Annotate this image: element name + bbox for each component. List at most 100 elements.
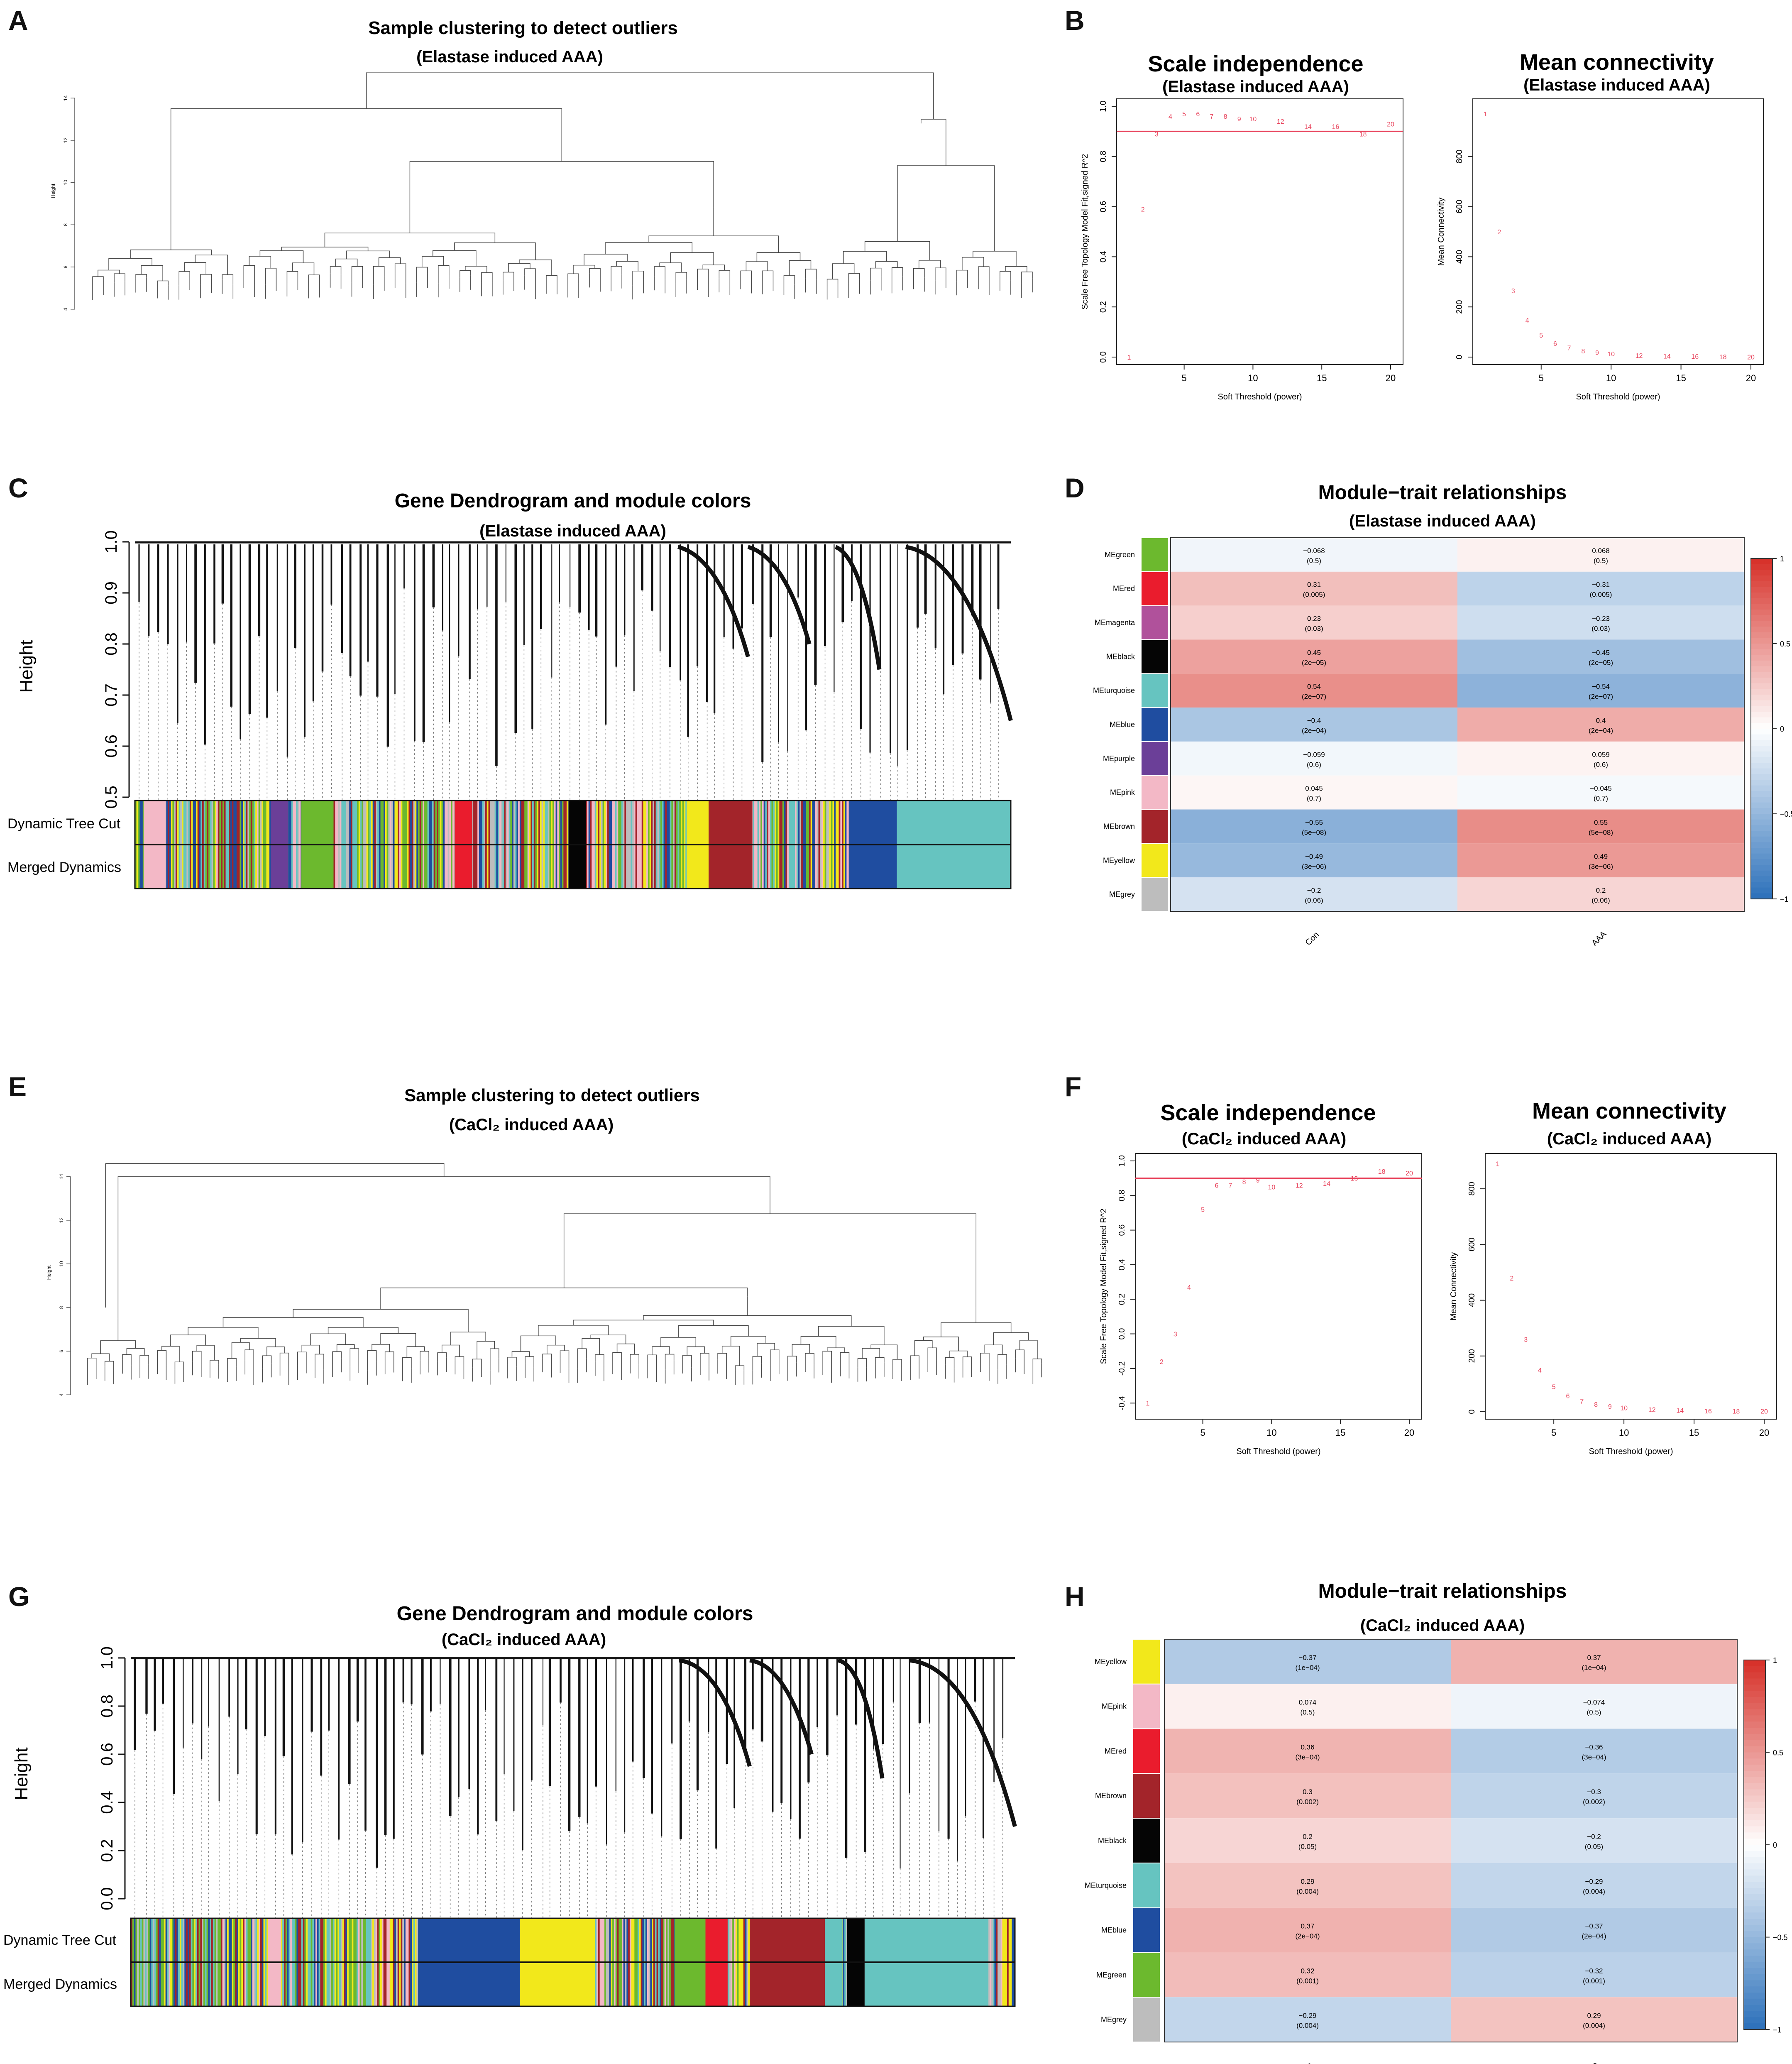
y-axis-label: Scale Free Topology Model Fit,signed R^2 (1081, 154, 1090, 310)
colorbar-step (1744, 1968, 1765, 1975)
heatmap-cell (1457, 809, 1744, 844)
panel-e: Sample clustering to detect outliers (Ca… (46, 1085, 1042, 1396)
merge (520, 1335, 556, 1352)
colorbar-step (1751, 740, 1772, 746)
module-label: MEred (1113, 585, 1135, 593)
colorbar-step (1744, 1980, 1765, 1987)
module-swatch (1142, 776, 1168, 809)
colorbar-step (1744, 1943, 1765, 1950)
colorbar-step (1744, 1919, 1765, 1925)
panel-letter-f: F (1065, 1071, 1081, 1102)
merge (406, 1346, 425, 1358)
merge (507, 1356, 517, 1367)
cell-pvalue: (0.06) (1305, 896, 1323, 904)
dendrogram-cluster (749, 1658, 814, 1755)
cell-value: −0.2 (1587, 1833, 1601, 1841)
y-tick-label: 12 (63, 137, 68, 143)
merge (135, 274, 147, 279)
y-tick-label: 10 (59, 1261, 64, 1267)
data-point: 4 (1526, 317, 1529, 324)
data-point: 5 (1552, 1384, 1556, 1391)
heatmap-cell (1451, 1907, 1737, 1953)
cell-pvalue: (0.05) (1585, 1843, 1603, 1851)
y-tick-label: 400 (1467, 1293, 1477, 1307)
module-swatch (1142, 640, 1168, 673)
merge (188, 1327, 259, 1339)
y-tick-label: 0.8 (102, 632, 120, 656)
cell-pvalue: (3e−04) (1295, 1753, 1320, 1761)
colorbar-step (1751, 876, 1772, 882)
merge (244, 1349, 254, 1371)
merge (805, 1353, 814, 1364)
dendrogram-cluster (677, 545, 750, 658)
colorbar-step (1751, 865, 1772, 871)
colorbar-step (1744, 1839, 1765, 1845)
x-tick-label: 15 (1335, 1427, 1345, 1438)
module-label: MEgrey (1109, 890, 1135, 899)
merge (547, 1344, 565, 1354)
colorbar-step (1751, 700, 1772, 707)
x-axis-label: Soft Threshold (power) (1589, 1447, 1673, 1456)
y-axis-label: Height (50, 184, 56, 198)
data-point: 20 (1406, 1170, 1413, 1177)
merge (310, 1333, 346, 1345)
heatmap-cell (1164, 1997, 1451, 2042)
merge (1021, 272, 1033, 284)
colorbar-step (1751, 785, 1772, 792)
colorbar-step (1751, 797, 1772, 803)
module-label: MEbrown (1095, 1792, 1127, 1800)
merge (420, 1351, 429, 1361)
merge (910, 1355, 919, 1366)
cell-pvalue: (0.002) (1583, 1798, 1605, 1806)
merge (584, 254, 628, 265)
y-tick-label: 0.4 (1099, 251, 1108, 262)
colorbar-step (1751, 581, 1772, 588)
merge (114, 273, 125, 283)
colorbar-label: −1 (1773, 2026, 1782, 2034)
x-tick-label: 5 (1200, 1427, 1205, 1438)
merge (231, 1342, 250, 1359)
cell-pvalue: (0.03) (1305, 625, 1323, 633)
cell-value: −0.29 (1298, 2012, 1316, 2020)
merge (196, 1345, 215, 1361)
panel-a-title: Sample clustering to detect outliers (368, 18, 678, 38)
colorbar-step (1751, 610, 1772, 616)
merge (665, 1354, 675, 1370)
merge (840, 1352, 850, 1364)
heatmap-cell (1451, 1997, 1737, 2042)
heatmap-cell (1451, 1639, 1737, 1684)
dendrogram-cluster (678, 1658, 752, 1767)
y-tick-label: 0.8 (1117, 1190, 1127, 1201)
data-point: 2 (1160, 1359, 1164, 1366)
merge (914, 1340, 933, 1356)
y-tick-label: 14 (59, 1174, 64, 1180)
heatmap-cell (1171, 639, 1457, 674)
colorbar-step (1744, 1974, 1765, 1981)
merge (281, 247, 369, 251)
merge (301, 1344, 320, 1354)
heatmap-cell (1171, 708, 1457, 742)
merge (222, 1317, 364, 1327)
merge (787, 1356, 797, 1367)
cell-pvalue: (3e−06) (1589, 862, 1613, 870)
merge (752, 1356, 762, 1371)
colorbar-step (1744, 1863, 1765, 1870)
y-tick-label: 0.6 (1117, 1224, 1127, 1236)
data-point: 16 (1704, 1408, 1712, 1415)
merge (700, 1353, 709, 1366)
module-swatch (1133, 1908, 1160, 1952)
cell-pvalue: (5e−08) (1589, 828, 1613, 836)
merge (170, 1334, 206, 1347)
colorbar-step (1751, 723, 1772, 729)
cell-value: −0.55 (1305, 818, 1323, 826)
data-point: 8 (1594, 1401, 1598, 1408)
heatmap-cell (1451, 1729, 1737, 1774)
y-tick-label: -0.2 (1117, 1361, 1127, 1376)
colorbar-step (1744, 1826, 1765, 1833)
cell-value: 0.2 (1596, 886, 1606, 894)
colorbar-step (1744, 1691, 1765, 1697)
merge (367, 1350, 377, 1371)
colorbar-step (1751, 751, 1772, 758)
module-label: MEturquoise (1093, 686, 1135, 695)
merge (503, 272, 514, 281)
